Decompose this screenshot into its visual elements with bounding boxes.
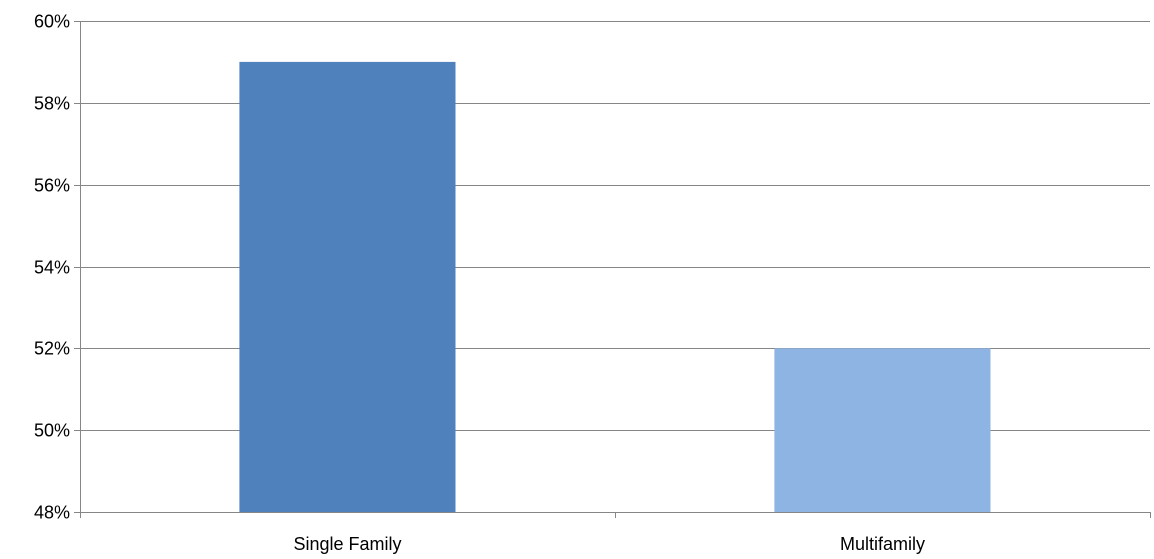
bar-single-family: [239, 61, 456, 513]
x-category-label: Single Family: [293, 534, 401, 554]
x-category-label: Multifamily: [840, 534, 925, 554]
axes: [74, 21, 1151, 518]
y-tick-label: 56%: [34, 176, 70, 196]
y-tick-label: 54%: [34, 258, 70, 278]
y-tick-label: 60%: [34, 12, 70, 32]
y-tick-label: 48%: [34, 503, 70, 523]
y-tick-label: 58%: [34, 94, 70, 114]
bar-multifamily: [774, 348, 991, 512]
y-tick-label: 50%: [34, 421, 70, 441]
bars: [239, 61, 991, 513]
y-tick-label: 52%: [34, 339, 70, 359]
labels: 48% 50% 52% 54% 56% 58% 60% Single Family Multif…: [34, 12, 925, 555]
